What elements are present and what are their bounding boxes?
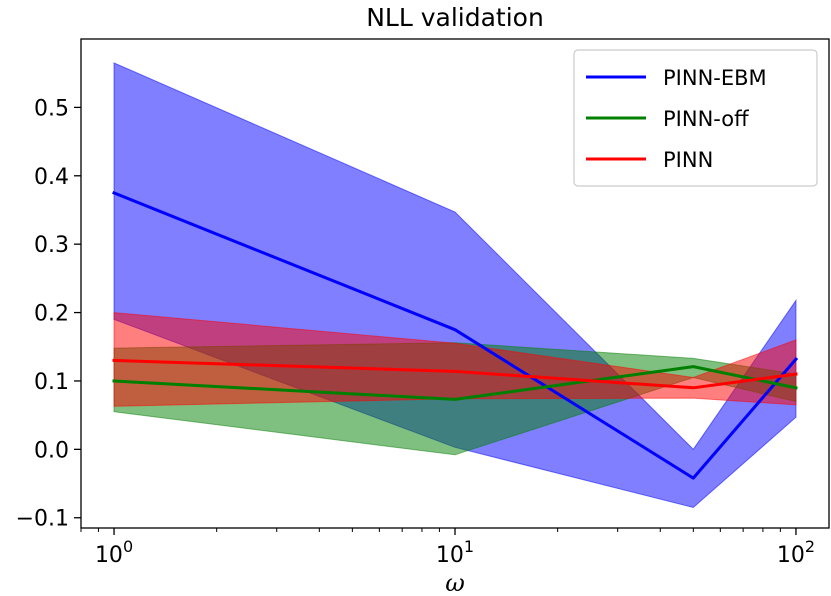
legend-label-pinn: PINN: [663, 148, 713, 172]
series-lines: [112, 190, 799, 480]
axes: −0.1 0.0 0.1 0.2 0.3 0.4 0.5 100 101 102: [16, 38, 830, 568]
line-pinn-ebm: [112, 190, 799, 480]
chart-title: NLL validation: [366, 3, 544, 32]
y-tick-label: 0.1: [34, 370, 69, 395]
x-tick-label: 101: [436, 537, 474, 568]
x-tick-label: 100: [95, 537, 133, 568]
legend-label-pinn-ebm: PINN-EBM: [663, 66, 767, 90]
y-tick-label: 0.5: [34, 96, 69, 121]
legend: PINN-EBM PINN-off PINN: [573, 49, 818, 187]
x-axis-label: ω: [445, 569, 465, 596]
line-pinn: [112, 358, 798, 390]
y-tick-label: 0.0: [34, 438, 69, 463]
x-tick-label: 102: [777, 537, 815, 568]
y-tick-label: −0.1: [16, 507, 69, 532]
y-tick-label: 0.2: [34, 302, 69, 327]
y-tick-label: 0.3: [34, 233, 69, 258]
legend-label-pinn-off: PINN-off: [663, 107, 749, 131]
y-tick-label: 0.4: [34, 165, 69, 190]
legend-box: [573, 49, 818, 187]
line-pinn-off: [112, 365, 798, 401]
